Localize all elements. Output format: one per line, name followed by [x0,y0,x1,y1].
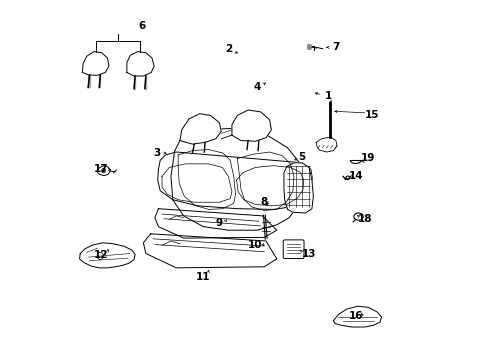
Text: 11: 11 [196,272,210,282]
Polygon shape [97,166,110,176]
Text: 2: 2 [224,44,231,54]
Polygon shape [284,163,313,213]
Text: 10: 10 [247,239,262,249]
Text: 17: 17 [94,164,108,174]
Text: 14: 14 [347,171,362,181]
Polygon shape [333,306,381,327]
Polygon shape [231,110,271,141]
Polygon shape [99,75,100,87]
Text: 13: 13 [301,248,316,258]
Text: 12: 12 [94,250,108,260]
Text: 15: 15 [364,111,378,121]
Polygon shape [180,114,221,144]
Text: 16: 16 [348,311,362,321]
Text: 9: 9 [215,218,223,228]
Polygon shape [143,234,276,268]
Text: 4: 4 [253,82,260,92]
Text: 1: 1 [325,91,332,101]
Polygon shape [82,51,109,75]
Polygon shape [80,243,135,268]
Polygon shape [158,152,312,210]
Polygon shape [144,76,145,89]
Polygon shape [171,128,303,230]
Text: 8: 8 [260,197,267,207]
Polygon shape [134,76,135,89]
Polygon shape [307,44,310,49]
Text: 3: 3 [153,148,160,158]
Polygon shape [126,51,154,76]
Text: 18: 18 [357,215,371,224]
Text: 7: 7 [331,42,339,52]
Text: 19: 19 [360,153,375,163]
Polygon shape [88,75,89,87]
Text: 6: 6 [139,21,145,31]
Polygon shape [155,209,276,238]
Polygon shape [316,137,336,152]
Text: 5: 5 [298,152,305,162]
